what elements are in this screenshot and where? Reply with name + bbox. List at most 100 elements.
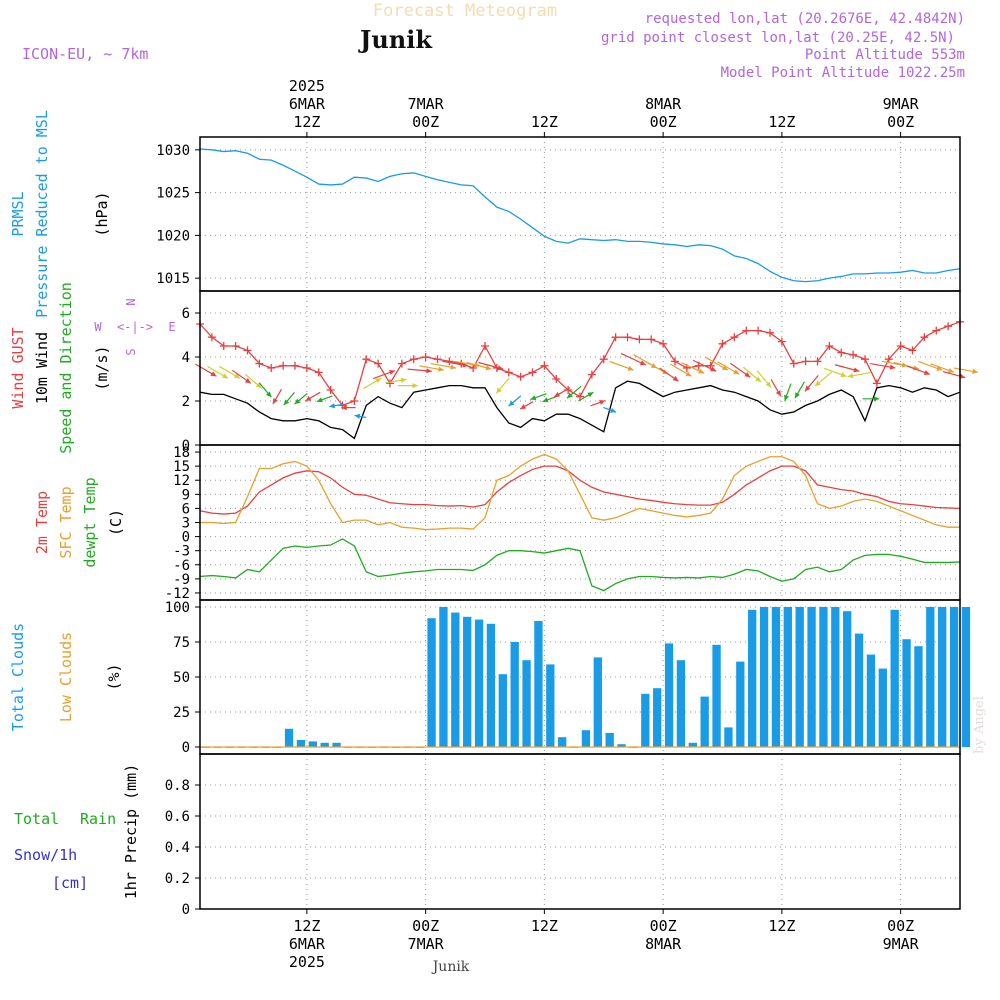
wind-arrow-head xyxy=(587,392,594,398)
wind-arrow-head xyxy=(272,398,278,405)
cloud-bar xyxy=(807,607,816,747)
temperature-axis-label: 2m Temp xyxy=(33,491,51,554)
wind-arrow-head xyxy=(840,372,847,378)
cloud-bar xyxy=(581,730,591,747)
wind-arrow-head xyxy=(294,398,301,405)
gust-marker xyxy=(469,364,478,372)
cloud-bar xyxy=(712,644,721,747)
wind-arrow-head xyxy=(234,373,240,379)
gust-marker xyxy=(813,357,822,366)
x-tick-label-bottom: 8MAR xyxy=(645,935,682,953)
cloud-bar xyxy=(831,607,840,747)
wind-arrow-head xyxy=(426,368,432,374)
cloud-bar xyxy=(427,618,436,747)
cloud-bar xyxy=(914,646,923,747)
x-tick-label-top: 6MAR xyxy=(289,95,326,113)
cloud-bar xyxy=(724,727,733,747)
gust-marker xyxy=(326,386,335,394)
gust-marker xyxy=(611,333,620,342)
cloud-bar xyxy=(617,744,626,747)
cloud-bar xyxy=(676,660,686,747)
wind-arrow-head xyxy=(520,404,527,410)
x-tick-label-top: 8MAR xyxy=(645,95,682,113)
gust-marker xyxy=(789,359,798,368)
pressure-prmsl-line xyxy=(199,148,961,283)
cloud-bar xyxy=(486,623,496,747)
wind-arrow-head xyxy=(923,370,930,375)
wind-arrow-head xyxy=(804,385,811,392)
gust-marker xyxy=(623,333,632,342)
temperature-axis-label: (C) xyxy=(107,509,125,536)
wind-arrow-head xyxy=(375,378,382,384)
y-tick-label: 1015 xyxy=(156,271,190,287)
wind-arrow-head xyxy=(721,365,728,371)
precip-legend-label: Snow/1h xyxy=(14,846,77,864)
compass-east: E xyxy=(168,320,175,334)
gust-marker xyxy=(540,361,549,370)
wind-arrow-head xyxy=(255,382,262,389)
gust-marker xyxy=(516,372,525,381)
gust-marker xyxy=(825,342,834,350)
y-tick-label: 4 xyxy=(182,350,190,366)
wind-arrow-head xyxy=(936,365,943,371)
cloud-bar xyxy=(320,742,329,747)
wind-arrow-head xyxy=(400,377,407,383)
cloud-bar xyxy=(961,607,971,747)
cloud-bar xyxy=(498,674,507,747)
cloud-bar xyxy=(558,737,567,747)
wind-arrow-head xyxy=(685,371,692,377)
wind-arrow-head xyxy=(554,391,561,397)
gust-marker xyxy=(671,357,679,366)
y-tick-label: 1020 xyxy=(156,228,190,244)
cloud-bar xyxy=(463,616,472,747)
gust-marker xyxy=(433,355,442,364)
gust-marker xyxy=(243,346,252,355)
gust-marker xyxy=(754,326,763,335)
wind-arrow-head xyxy=(316,397,323,403)
gust-marker xyxy=(849,350,858,359)
cloud-bar xyxy=(296,740,306,747)
x-tick-label-top: 00Z xyxy=(412,113,439,131)
y-tick-label: 0.2 xyxy=(165,871,190,887)
gust-marker xyxy=(219,342,228,350)
cloud-bar xyxy=(534,621,543,747)
cloud-bar xyxy=(759,607,769,747)
gust-marker xyxy=(766,328,774,337)
wind-arrow-head xyxy=(672,376,679,382)
wind-arrow-head xyxy=(733,369,740,375)
gust-marker xyxy=(291,361,299,370)
gust-marker xyxy=(314,368,323,377)
wind-arrow-head xyxy=(462,362,469,368)
gust-marker xyxy=(397,359,406,368)
wind-arrow-head xyxy=(542,397,549,403)
cloud-bar xyxy=(795,607,804,747)
wind-arrow-head xyxy=(283,399,290,406)
wind-arrow-head xyxy=(567,392,573,399)
wind-arrow-head xyxy=(508,400,515,407)
wind-arrow-head xyxy=(210,371,217,377)
wind-axis-label: (m/s) xyxy=(93,345,111,390)
cloud-bar xyxy=(890,609,899,747)
wind-arrow-head xyxy=(388,370,395,375)
cloud-bar xyxy=(938,607,947,747)
y-tick-label: 100 xyxy=(165,600,190,616)
clouds-axis-label: (%) xyxy=(105,663,123,690)
gust-marker xyxy=(932,326,941,335)
cloud-bar xyxy=(451,612,460,747)
cloud-bar xyxy=(284,728,294,747)
clouds-axis-label: Low Clouds xyxy=(57,632,75,722)
wind-arrow-head xyxy=(775,390,781,397)
wind-arrow-head xyxy=(959,373,966,379)
gust-marker xyxy=(837,348,846,357)
x-tick-label-bottom: 12Z xyxy=(531,917,558,935)
gust-marker xyxy=(730,333,739,342)
cloud-bar xyxy=(653,688,662,747)
x-tick-label-bottom: 12Z xyxy=(293,917,320,935)
wind-arrow-head xyxy=(530,395,537,401)
wind-arrow-head xyxy=(710,366,717,372)
x-tick-label-top: 00Z xyxy=(887,113,914,131)
x-tick-label-top: 9MAR xyxy=(883,95,920,113)
y-tick-label: 75 xyxy=(173,635,190,651)
gust-marker xyxy=(576,392,584,401)
